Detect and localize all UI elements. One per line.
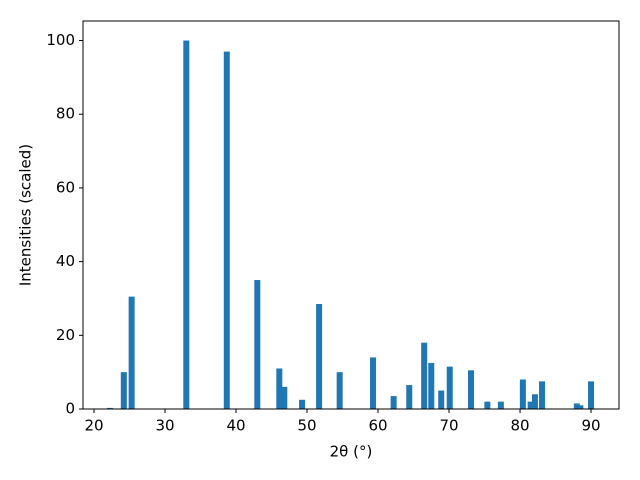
y-tick-label: 20 — [56, 326, 75, 344]
x-tick-label: 60 — [368, 417, 387, 435]
x-tick-label: 40 — [226, 417, 245, 435]
bar — [183, 40, 190, 410]
y-axis-label: Intensities (scaled) — [17, 144, 35, 286]
x-axis-label: 2θ (°) — [330, 443, 373, 461]
y-tick-label: 60 — [56, 178, 75, 196]
bar — [223, 51, 230, 409]
bar — [446, 366, 453, 409]
bar — [276, 368, 283, 409]
bar — [120, 372, 127, 409]
y-tick-label: 80 — [56, 105, 75, 123]
x-tick-label: 50 — [297, 417, 316, 435]
y-tick-label: 100 — [46, 31, 75, 49]
bar — [390, 396, 397, 409]
bar — [527, 401, 534, 409]
bar — [336, 372, 343, 409]
bar — [468, 370, 475, 409]
bar — [539, 381, 546, 409]
bar — [588, 381, 595, 409]
bar — [519, 379, 526, 409]
x-tick-label: 90 — [581, 417, 600, 435]
bar — [106, 407, 113, 409]
plot-frame — [82, 20, 620, 410]
y-tick-label: 40 — [56, 252, 75, 270]
x-tick-label: 70 — [439, 417, 458, 435]
bar — [406, 385, 413, 409]
bar — [577, 405, 584, 409]
bar — [421, 342, 428, 409]
bar — [128, 296, 135, 409]
bar — [497, 401, 504, 409]
bar — [573, 403, 580, 409]
x-tick-label: 80 — [510, 417, 529, 435]
bar — [531, 394, 538, 409]
bar — [299, 399, 306, 409]
bar — [428, 362, 435, 409]
x-tick-label: 30 — [155, 417, 174, 435]
x-tick-label: 20 — [84, 417, 103, 435]
y-tick-label: 0 — [65, 400, 75, 418]
bar — [316, 303, 323, 409]
bar — [370, 357, 377, 409]
bar — [438, 390, 445, 409]
bar — [484, 401, 491, 409]
bar — [254, 280, 261, 409]
bar — [281, 386, 288, 409]
